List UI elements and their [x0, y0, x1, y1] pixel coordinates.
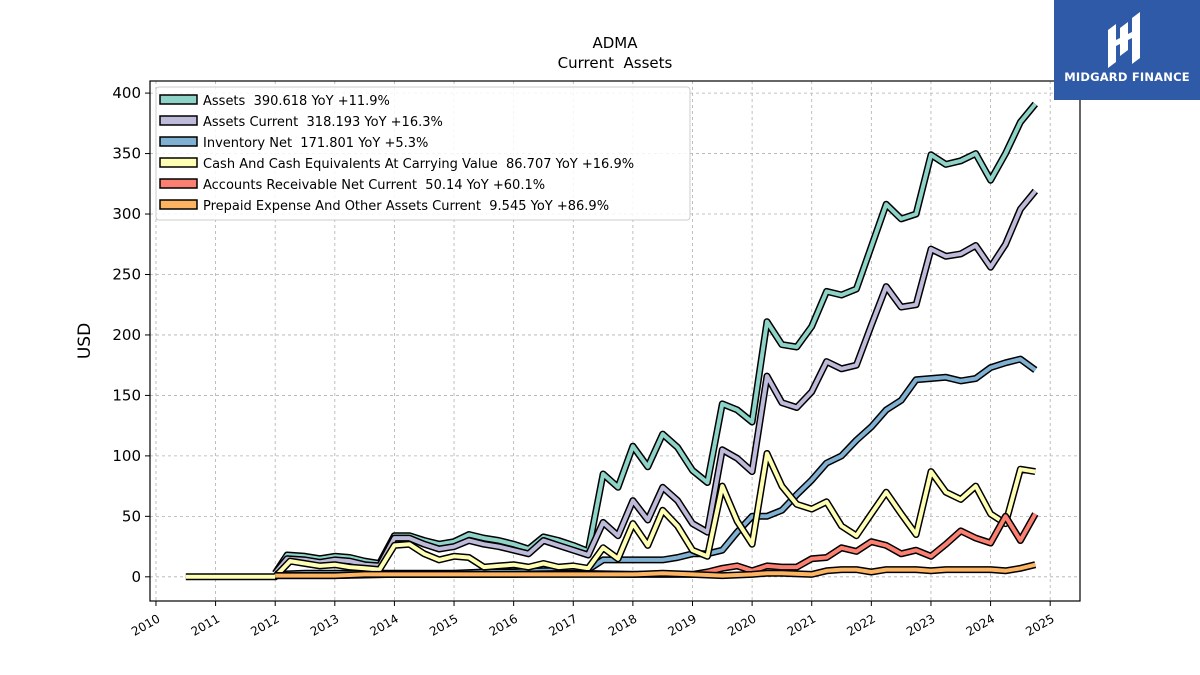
x-tick-label: 2018 [606, 611, 639, 638]
y-tick-label: 150 [112, 386, 141, 404]
y-axis-label: USD [75, 323, 95, 359]
legend-label: Accounts Receivable Net Current 50.14 Yo… [203, 178, 545, 193]
y-tick-label: 300 [112, 205, 141, 223]
x-tick-label: 2011 [189, 611, 222, 638]
y-tick-label: 250 [112, 265, 141, 283]
x-tick-label: 2025 [1023, 611, 1056, 638]
legend-swatch [159, 199, 198, 210]
legend-label: Inventory Net 171.801 YoY +5.3% [203, 136, 428, 151]
legend-swatch [159, 115, 198, 126]
x-tick-label: 2022 [844, 611, 877, 638]
legend-label: Assets Current 318.193 YoY +16.3% [203, 115, 443, 130]
x-tick-label: 2010 [129, 611, 162, 638]
y-tick-label: 0 [131, 568, 141, 586]
x-tick-label: 2020 [725, 611, 758, 638]
x-tick-label: 2014 [367, 611, 400, 638]
x-tick-label: 2019 [666, 611, 699, 638]
x-tick-label: 2013 [308, 611, 341, 638]
chart-title: ADMA [592, 34, 638, 52]
plot-frame [149, 80, 1081, 602]
legend-swatch [159, 178, 198, 189]
x-tick-label: 2015 [427, 611, 460, 638]
legend-swatch [159, 94, 198, 105]
legend-label: Cash And Cash Equivalents At Carrying Va… [203, 157, 634, 172]
series-lines [185, 101, 1039, 581]
series-line-1 [273, 189, 1037, 575]
x-tick-label: 2017 [546, 611, 579, 638]
x-tick-label: 2023 [904, 611, 937, 638]
x-tick-label: 2021 [785, 611, 818, 638]
series-line-3 [185, 451, 1036, 579]
x-tick-label: 2012 [248, 611, 281, 638]
legend: Assets 390.618 YoY +11.9% Assets Current … [155, 86, 691, 221]
y-tick-label: 200 [112, 326, 141, 344]
brand-name: MIDGARD FINANCE [1064, 70, 1190, 84]
x-tick-label: 2016 [487, 611, 520, 638]
x-tick-label: 2024 [964, 611, 997, 638]
brand-logo: MIDGARD FINANCE [1054, 0, 1200, 100]
legend-label: Prepaid Expense And Other Assets Current… [203, 199, 609, 214]
legend-box [155, 86, 691, 221]
legend-swatch [159, 136, 198, 147]
y-tick-label: 100 [112, 447, 141, 465]
series-line-5 [275, 562, 1036, 578]
legend-label: Assets 390.618 YoY +11.9% [203, 94, 390, 109]
y-tick-label: 350 [112, 145, 141, 163]
legend-swatch [159, 157, 198, 168]
chart-subtitle: Current Assets [558, 54, 673, 72]
y-tick-label: 50 [122, 507, 141, 525]
midgard-logo-icon [1108, 12, 1140, 68]
y-tick-label: 400 [112, 84, 141, 102]
